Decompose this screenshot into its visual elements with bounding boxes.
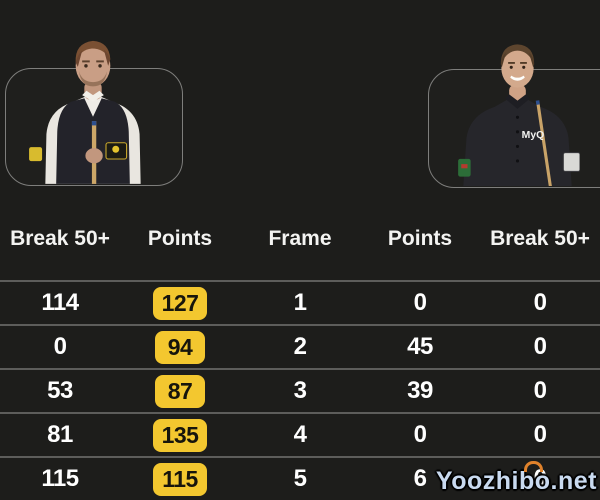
left-player-body [29, 40, 141, 184]
column-header-break50-right: Break 50+ [490, 227, 590, 250]
cell-frame: 1 [293, 289, 307, 316]
stats-rows: 114 127 1 0 0 0 94 2 45 0 53 87 3 39 0 8… [0, 280, 600, 500]
watermark-text: Yoozhibo.net [435, 467, 597, 495]
cell-frame: 2 [293, 333, 307, 360]
right-player-body: MyQ [458, 44, 580, 186]
cell-break50-left: 81 [47, 421, 73, 448]
cell-break50-right: 0 [533, 377, 547, 404]
column-header-break50-left: Break 50+ [10, 227, 110, 250]
shirt-logo-text: MyQ [522, 130, 545, 141]
right-player-cue [535, 100, 552, 186]
player-photo-right: MyQ [458, 44, 580, 186]
column-header-points-right: Points [387, 227, 453, 250]
cell-frame: 3 [293, 377, 307, 404]
cell-break50-left: 114 [41, 289, 79, 316]
cell-break50-right: 0 [533, 289, 547, 316]
points-badge-left: 94 [155, 330, 205, 364]
table-row-frame-4: 81 135 4 0 0 [0, 412, 600, 456]
cell-points-right: 0 [413, 289, 427, 316]
cell-break50-left: 0 [53, 333, 67, 360]
table-row-frame-2: 0 94 2 45 0 [0, 324, 600, 368]
watermark: Yoozhibo.net [435, 461, 597, 496]
table-row-frame-3: 53 87 3 39 0 [0, 368, 600, 412]
column-header-frame: Frame [268, 227, 332, 250]
cell-break50-right: 0 [533, 333, 547, 360]
cell-points-right: 45 [407, 333, 433, 360]
cell-points-right: 39 [407, 377, 433, 404]
table-row-frame-5: 115 115 5 6 0 [0, 456, 600, 500]
cell-break50-left: 115 [41, 465, 79, 492]
cell-points-right: 6 [413, 465, 427, 492]
left-player-cue [85, 121, 103, 184]
cell-points-right: 0 [413, 421, 427, 448]
cell-break50-left: 53 [47, 377, 73, 404]
cell-frame: 5 [293, 465, 307, 492]
watermark-arc-icon [524, 461, 543, 472]
points-badge-left: 135 [152, 418, 208, 452]
table-row-frame-1: 114 127 1 0 0 [0, 280, 600, 324]
points-badge-left: 127 [152, 286, 208, 320]
stats-header: Break 50+ Points Frame Points Break 50+ [0, 219, 600, 259]
column-header-points-left: Points [147, 227, 213, 250]
cell-break50-right: 0 [533, 421, 547, 448]
points-badge-left: 87 [155, 374, 205, 408]
cell-frame: 4 [293, 421, 307, 448]
points-badge-left: 115 [153, 462, 207, 496]
player-photo-left [29, 40, 141, 184]
